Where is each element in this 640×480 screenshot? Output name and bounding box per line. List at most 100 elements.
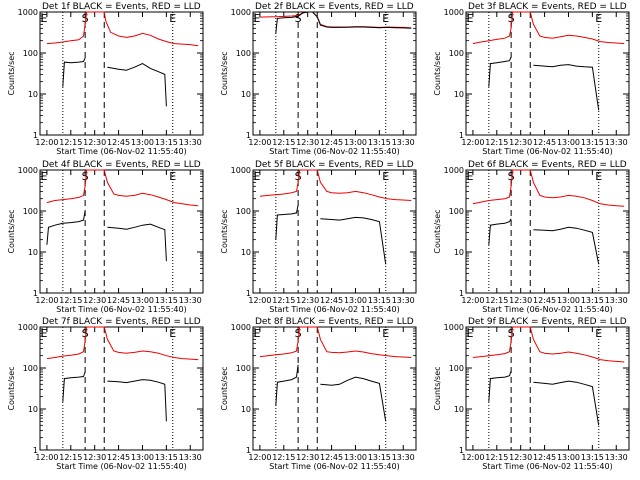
x-tick-label: 12:30 bbox=[509, 296, 532, 305]
x-axis-label: Start Time (06-Nov-02 11:55:40) bbox=[482, 305, 612, 314]
y-tick-label: 100 bbox=[23, 207, 38, 216]
x-axis-label: Start Time (06-Nov-02 11:55:40) bbox=[269, 462, 399, 471]
end-marker-label-left: E bbox=[467, 170, 474, 183]
y-tick-label: 1000 bbox=[444, 323, 464, 332]
x-axis-label: Start Time (06-Nov-02 11:55:40) bbox=[269, 305, 399, 314]
end-marker-label: E bbox=[169, 170, 176, 183]
x-tick-label: 12:00 bbox=[35, 296, 58, 305]
x-tick-label: 13:15 bbox=[581, 453, 604, 462]
x-tick-label: 13:00 bbox=[344, 296, 367, 305]
start-marker-label: S bbox=[82, 327, 89, 340]
y-axis-label: Counts/sec bbox=[7, 366, 16, 410]
x-tick-label: 12:15 bbox=[272, 296, 295, 305]
y-axis-label: Counts/sec bbox=[220, 366, 229, 410]
x-tick-label: 12:15 bbox=[59, 296, 82, 305]
y-tick-label: 1 bbox=[33, 289, 38, 298]
y-tick-label: 10 bbox=[28, 90, 38, 99]
y-tick-label: 1 bbox=[459, 289, 464, 298]
events-series-line bbox=[107, 223, 167, 262]
x-tick-label: 12:15 bbox=[272, 138, 295, 147]
end-marker-label: E bbox=[595, 12, 602, 25]
x-tick-label: 12:00 bbox=[248, 453, 271, 462]
x-axis-label: Start Time (06-Nov-02 11:55:40) bbox=[56, 305, 186, 314]
x-tick-label: 12:45 bbox=[320, 453, 343, 462]
plot-frame bbox=[39, 11, 204, 136]
end-marker-label-left: E bbox=[467, 12, 474, 25]
x-tick-label: 13:00 bbox=[557, 138, 580, 147]
y-tick-label: 10 bbox=[241, 90, 251, 99]
end-marker-label-left: E bbox=[254, 327, 261, 340]
end-marker-label: E bbox=[169, 12, 176, 25]
end-marker-label-left: E bbox=[41, 12, 48, 25]
x-tick-label: 13:15 bbox=[155, 138, 178, 147]
x-tick-label: 12:15 bbox=[59, 453, 82, 462]
y-tick-label: 1000 bbox=[18, 323, 38, 332]
x-tick-label: 12:00 bbox=[461, 296, 484, 305]
y-tick-label: 1000 bbox=[444, 8, 464, 17]
y-tick-label: 1 bbox=[33, 446, 38, 455]
y-tick-label: 10 bbox=[241, 405, 251, 414]
y-tick-label: 10 bbox=[454, 248, 464, 257]
x-tick-label: 12:00 bbox=[248, 296, 271, 305]
y-axis-label: Counts/sec bbox=[433, 51, 442, 95]
x-tick-label: 13:00 bbox=[344, 138, 367, 147]
lld-series-line bbox=[472, 169, 625, 207]
events-series-line bbox=[320, 216, 387, 265]
plot-frame bbox=[465, 326, 630, 451]
x-tick-label: 13:30 bbox=[392, 138, 415, 147]
lld-series-line bbox=[46, 326, 199, 361]
x-tick-label: 12:15 bbox=[485, 138, 508, 147]
start-marker-label: S bbox=[295, 170, 302, 183]
x-tick-label: 13:30 bbox=[605, 296, 628, 305]
x-tick-label: 12:15 bbox=[272, 453, 295, 462]
start-marker-label: S bbox=[82, 12, 89, 25]
x-axis-label: Start Time (06-Nov-02 11:55:40) bbox=[482, 462, 612, 471]
y-tick-label: 1000 bbox=[231, 323, 251, 332]
x-tick-label: 13:15 bbox=[155, 296, 178, 305]
panel-title: Det 6f BLACK = Events, RED = LLD bbox=[468, 160, 627, 170]
end-marker-label: E bbox=[595, 170, 602, 183]
y-tick-label: 1000 bbox=[18, 8, 38, 17]
events-series-line bbox=[488, 56, 512, 87]
x-tick-label: 13:30 bbox=[605, 138, 628, 147]
x-tick-label: 12:30 bbox=[509, 453, 532, 462]
x-tick-label: 13:00 bbox=[557, 296, 580, 305]
y-tick-label: 1000 bbox=[231, 8, 251, 17]
events-series-line bbox=[275, 364, 299, 406]
x-axis-label: Start Time (06-Nov-02 11:55:40) bbox=[482, 147, 612, 156]
panel-det-4: Det 4f BLACK = Events, RED = LLD 12:00 12:… bbox=[7, 160, 204, 314]
x-tick-label: 13:15 bbox=[155, 453, 178, 462]
x-tick-label: 13:00 bbox=[131, 453, 154, 462]
events-series-line bbox=[275, 204, 299, 240]
start-marker-label: S bbox=[295, 327, 302, 340]
events-series-line bbox=[488, 370, 512, 402]
end-marker-label-left: E bbox=[41, 327, 48, 340]
end-marker-label-left: E bbox=[254, 170, 261, 183]
y-tick-label: 100 bbox=[236, 49, 251, 58]
y-tick-label: 1000 bbox=[444, 166, 464, 175]
events-series-line bbox=[533, 380, 600, 426]
panel-title: Det 4f BLACK = Events, RED = LLD bbox=[42, 160, 201, 170]
x-tick-label: 13:15 bbox=[368, 453, 391, 462]
x-tick-label: 12:45 bbox=[320, 296, 343, 305]
x-tick-label: 12:00 bbox=[35, 138, 58, 147]
y-tick-label: 1 bbox=[33, 131, 38, 140]
plot-frame bbox=[252, 326, 417, 451]
events-series-line bbox=[62, 57, 86, 87]
panel-title: Det 2f BLACK = Events, RED = LLD bbox=[255, 2, 414, 12]
x-tick-label: 13:15 bbox=[581, 138, 604, 147]
y-tick-label: 100 bbox=[236, 207, 251, 216]
x-tick-label: 13:00 bbox=[557, 453, 580, 462]
x-tick-label: 13:15 bbox=[368, 296, 391, 305]
y-tick-label: 100 bbox=[23, 364, 38, 373]
y-axis-label: Counts/sec bbox=[433, 209, 442, 253]
x-axis-label: Start Time (06-Nov-02 11:55:40) bbox=[56, 462, 186, 471]
plot-frame bbox=[39, 326, 204, 451]
plot-frame bbox=[252, 11, 417, 136]
x-tick-label: 12:15 bbox=[485, 453, 508, 462]
events-series-line bbox=[275, 11, 412, 34]
y-tick-label: 10 bbox=[454, 90, 464, 99]
